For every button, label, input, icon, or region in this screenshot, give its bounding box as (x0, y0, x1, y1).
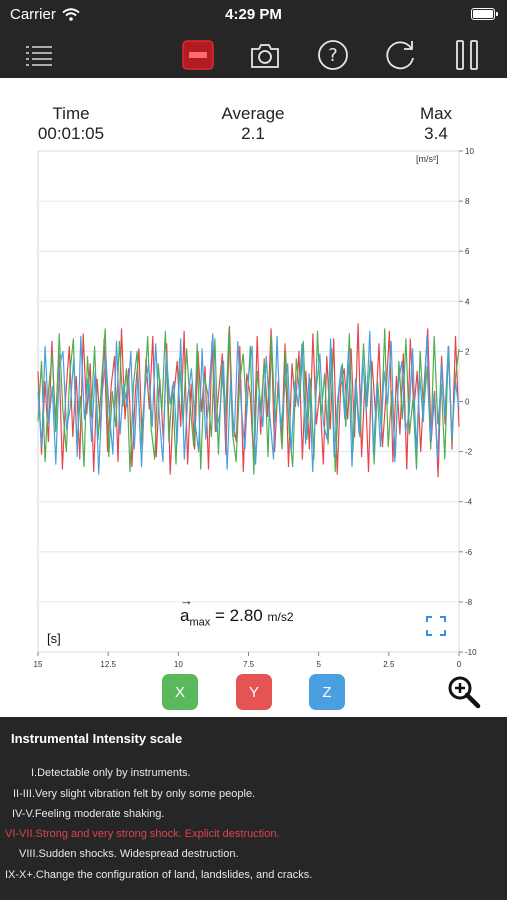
chart-svg: 10 8 6 4 2 0 -2 -4 -6 -8 -10 15 12.5 10 7.5 5 2.5 0 (34, 147, 478, 669)
svg-text:?: ? (328, 45, 338, 66)
status-bar: Carrier 4:29 PM (0, 0, 507, 30)
y-axis-button[interactable]: Y (236, 674, 272, 710)
y-tick-label: 8 (465, 197, 470, 206)
pause-button[interactable] (447, 35, 487, 75)
amax-equals: = (214, 606, 225, 625)
time-value: 00:01:05 (37, 124, 105, 143)
intensity-row: II-III.Very slight vibration felt by onl… (13, 788, 256, 800)
help-button[interactable]: ? (313, 35, 353, 75)
x-tick-label: 7.5 (243, 660, 255, 669)
amax-symbol: → a (180, 593, 193, 626)
y-tick-label: -2 (465, 448, 473, 457)
camera-icon (251, 44, 279, 68)
y-tick-label: 0 (465, 398, 470, 407)
vector-arrow-icon: → (180, 593, 193, 608)
amax-letter: a (180, 606, 190, 625)
amax-unit: m/s2 (267, 610, 294, 624)
z-axis-button-label: Z (322, 683, 332, 701)
y-tick-label: 10 (465, 147, 474, 156)
y-axis-button-label: Y (248, 683, 259, 701)
battery-icon (471, 8, 498, 20)
x-unit-label: [s] (47, 631, 61, 646)
acceleration-chart: 10 8 6 4 2 0 -2 -4 -6 -8 -10 15 12.5 10 7.5 5 2.5 0 (0, 146, 507, 671)
intensity-row: IV-V.Feeling moderate shaking. (12, 808, 165, 820)
y-tick-label: 2 (465, 347, 470, 356)
reset-icon (386, 41, 414, 70)
amax-subscript: max (189, 616, 211, 629)
average-value: 2.1 (241, 124, 265, 143)
max-value: 3.4 (424, 124, 448, 143)
max-readout: Max 3.4 (406, 104, 466, 144)
zoom-in-icon[interactable] (446, 674, 482, 710)
z-axis-button[interactable]: Z (309, 674, 345, 710)
time-readout: Time 00:01:05 (26, 104, 116, 144)
average-label: Average (221, 104, 285, 123)
intensity-row: IX-X+.Change the configuration of land, … (5, 869, 313, 881)
y-tick-label: 6 (465, 247, 470, 256)
amax-value: 2.80 (229, 606, 263, 625)
y-tick-label: -10 (465, 648, 477, 657)
time-label: Time (52, 104, 90, 123)
menu-icon (26, 46, 52, 66)
series-line-z (37, 330, 460, 475)
status-time: 4:29 PM (225, 6, 282, 23)
amax-readout: → amax = 2.80 m/s2 (180, 593, 294, 629)
readouts: Time 00:01:05 Average 2.1 Max 3.4 (0, 104, 507, 144)
reset-button[interactable] (380, 35, 420, 75)
average-readout: Average 2.1 (203, 104, 303, 144)
menu-button[interactable] (19, 35, 59, 75)
y-tick-label: -8 (465, 598, 473, 607)
wifi-icon (62, 8, 80, 21)
y-unit-label: [m/s²] (416, 154, 439, 164)
x-tick-label: 15 (34, 660, 43, 669)
intensity-row: VI-VII.Strong and very strong shock. Exp… (5, 828, 280, 840)
intensity-row: VIII.Sudden shocks. Widespread destructi… (19, 848, 239, 860)
camera-button[interactable] (245, 35, 285, 75)
carrier-label: Carrier (10, 6, 56, 23)
toolbar: ? (0, 30, 507, 78)
y-tick-label: 4 (465, 297, 470, 306)
record-icon (182, 40, 214, 70)
intensity-row: I.Detectable only by instruments. (31, 767, 191, 779)
intensity-panel: Instrumental Intensity scale I.Detectabl… (0, 717, 507, 900)
y-tick-label: -6 (465, 548, 473, 557)
carrier-group: Carrier (10, 6, 80, 23)
x-tick-label: 12.5 (100, 660, 116, 669)
fullscreen-icon[interactable] (426, 616, 446, 636)
help-icon: ? (318, 40, 348, 70)
x-tick-label: 10 (174, 660, 183, 669)
x-axis-button-label: X (174, 683, 185, 701)
record-button[interactable] (178, 35, 218, 75)
pause-icon (456, 40, 478, 70)
intensity-title: Instrumental Intensity scale (11, 731, 183, 746)
x-tick-label: 0 (457, 660, 462, 669)
x-axis-button[interactable]: X (162, 674, 198, 710)
y-tick-label: -4 (465, 498, 473, 507)
x-tick-label: 5 (316, 660, 321, 669)
max-label: Max (419, 104, 453, 123)
x-tick-label: 2.5 (383, 660, 395, 669)
